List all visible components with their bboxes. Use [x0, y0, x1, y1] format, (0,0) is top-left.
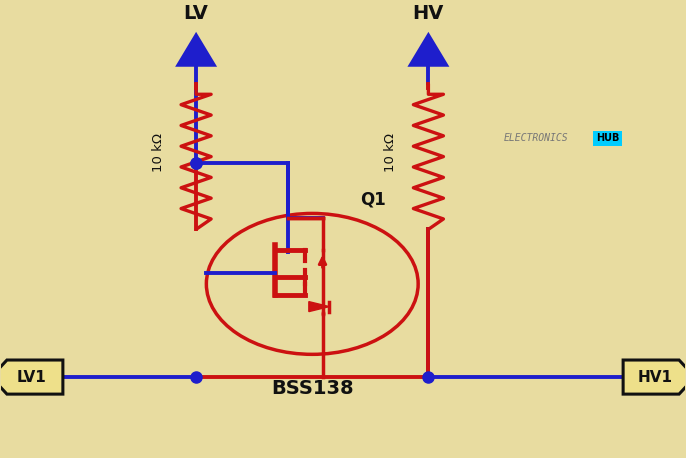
Polygon shape [309, 302, 329, 311]
Text: Q1: Q1 [360, 191, 386, 209]
Text: HV1: HV1 [637, 370, 672, 385]
Polygon shape [410, 34, 447, 65]
Text: HUB: HUB [596, 133, 619, 143]
Polygon shape [0, 360, 63, 394]
Polygon shape [623, 360, 686, 394]
Text: LV1: LV1 [16, 370, 46, 385]
Text: 10 kΩ: 10 kΩ [152, 132, 165, 172]
Text: BSS138: BSS138 [271, 379, 353, 398]
Text: 10 kΩ: 10 kΩ [384, 132, 397, 172]
Text: ELECTRONICS: ELECTRONICS [504, 133, 568, 143]
Polygon shape [177, 34, 215, 65]
Text: HV: HV [413, 4, 444, 23]
Text: LV: LV [184, 4, 209, 23]
